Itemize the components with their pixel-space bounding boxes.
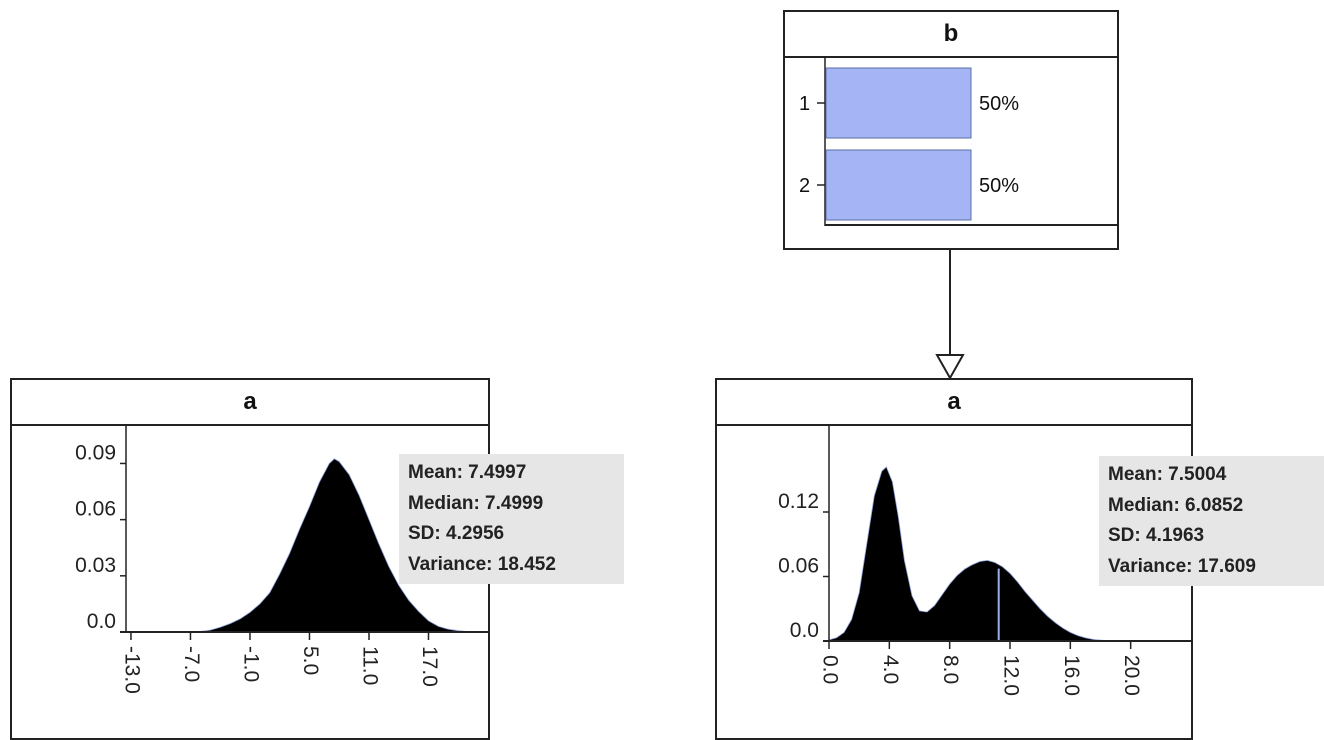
arrowhead-icon	[935, 354, 965, 381]
y-tick-label: 0.12	[778, 490, 819, 513]
state-row-1: 1 50%	[799, 67, 1019, 139]
stat-sd: SD: 4.2956	[408, 523, 505, 544]
density-area	[828, 466, 1116, 642]
state-percent-1: 50%	[979, 93, 1019, 115]
x-tick-label: 20.0	[1120, 655, 1143, 696]
stat-sd: SD: 4.1963	[1108, 525, 1205, 546]
x-tick-label: -7.0	[180, 646, 203, 682]
density-chart-right: 0.12 0.06 0.0 0.0 4.0 8.0 12.0 16.0 20.0	[778, 426, 1191, 696]
node-b[interactable]: b 1 50% 2 50%	[783, 10, 1119, 250]
x-tick-label: 8.0	[939, 655, 962, 684]
stat-median: Median: 6.0852	[1108, 494, 1244, 516]
stat-median: Median: 7.4999	[408, 492, 544, 514]
state-label-1: 1	[799, 93, 810, 115]
node-a-left-title: a	[12, 380, 488, 426]
stat-mean: Mean: 7.5004	[1108, 464, 1227, 485]
node-a-left[interactable]: a 0.09 0.06 0.03 0.0 -13.0 -7.0 -1.0 5.0 11.0 17.…	[10, 378, 624, 740]
x-tick-label: -1.0	[239, 646, 262, 682]
stats-box-right: Mean: 7.5004 Median: 6.0852 SD: 4.1963 V…	[1099, 456, 1324, 586]
state-bar-1	[825, 67, 972, 139]
node-a-right[interactable]: a 0.12 0.06 0.0 0.0 4.0 8.0 12.0 16.0 20.0 Mean:…	[715, 378, 1324, 740]
density-area	[195, 458, 474, 633]
node-b-bars: 1 50% 2 50%	[799, 58, 1117, 226]
y-tick-label: 0.09	[75, 441, 116, 464]
x-tick-label: 16.0	[1060, 655, 1083, 696]
stat-variance: Variance: 18.452	[408, 553, 556, 575]
density-chart-left: 0.09 0.06 0.03 0.0-13.0 -7.0 -1.0 5.0 11.0 17.0	[75, 426, 488, 694]
x-tick-label: -13.0	[120, 646, 143, 694]
state-row-2: 2 50%	[799, 149, 1019, 221]
x-tick-label: 11.0	[358, 646, 381, 685]
state-bar-2	[825, 149, 972, 221]
y-tick-label: 0.0	[87, 610, 116, 633]
node-a-right-title: a	[717, 380, 1191, 426]
state-label-2: 2	[799, 175, 810, 197]
x-tick-label: 4.0	[879, 655, 902, 684]
stats-box-left: Mean: 7.4997 Median: 7.4999 SD: 4.2956 V…	[399, 454, 624, 584]
x-tick-label: 5.0	[299, 646, 322, 675]
y-tick-label: 0.06	[778, 555, 819, 578]
x-tick-label: 12.0	[999, 655, 1022, 696]
stat-variance: Variance: 17.609	[1108, 555, 1256, 577]
node-b-title: b	[785, 12, 1117, 58]
state-percent-2: 50%	[979, 175, 1019, 197]
y-tick-label: 0.06	[75, 498, 116, 521]
y-tick-label: 0.03	[75, 554, 116, 577]
y-tick-label: 0.0	[790, 619, 819, 642]
x-tick-label: 17.0	[418, 646, 441, 687]
x-tick-label: 0.0	[818, 655, 841, 684]
stat-mean: Mean: 7.4997	[408, 462, 527, 483]
